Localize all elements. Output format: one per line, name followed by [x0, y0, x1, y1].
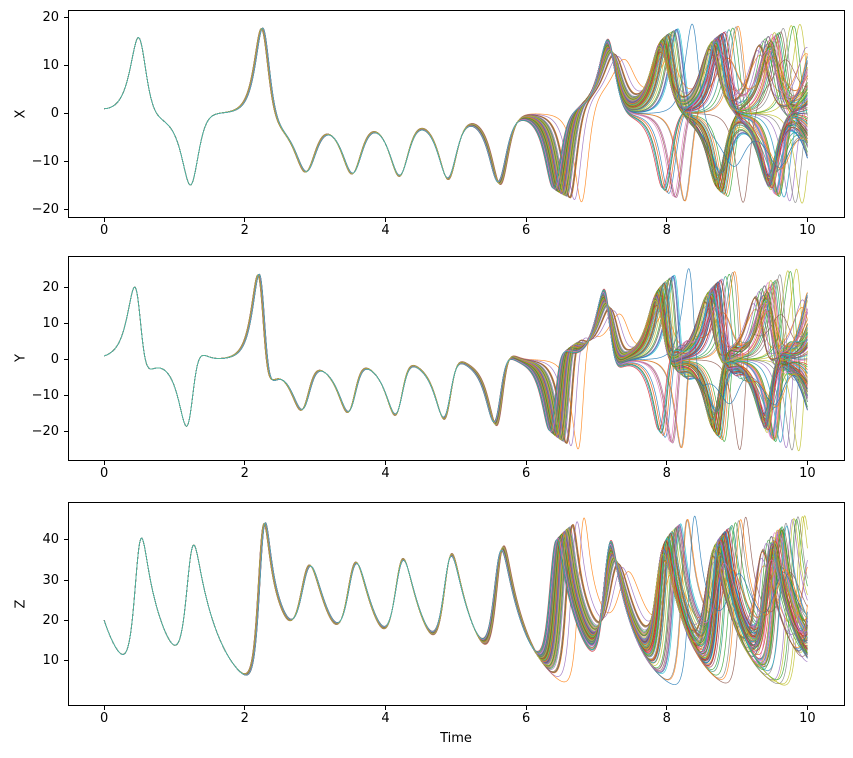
y-tick-label: −20: [31, 202, 59, 218]
x-tick-label: 4: [381, 711, 390, 726]
y-tick-label: −20: [31, 424, 59, 440]
x-tick-mark: [525, 218, 527, 222]
x-tick-mark: [806, 461, 808, 465]
trajectories-canvas-x: [69, 11, 844, 217]
y-tick-mark: [64, 660, 68, 662]
x-tick-mark: [525, 706, 527, 710]
y-tick-label: 30: [42, 572, 59, 588]
trajectories-canvas-z: [69, 503, 844, 705]
x-tick-label: 0: [100, 466, 109, 481]
y-tick-mark: [64, 287, 68, 289]
trajectories-canvas-y: [69, 257, 844, 460]
y-tick-label: 20: [42, 9, 59, 25]
y-tick-mark: [64, 64, 68, 66]
y-tick-mark: [64, 431, 68, 433]
y-tick-mark: [64, 113, 68, 115]
y-tick-mark: [64, 539, 68, 541]
x-tick-mark: [666, 706, 668, 710]
y-tick-mark: [64, 161, 68, 163]
x-tick-label: 2: [240, 466, 249, 481]
x-tick-label: 4: [381, 223, 390, 238]
y-tick-label: 40: [42, 532, 59, 548]
x-axis-label: Time: [440, 731, 472, 746]
x-tick-label: 2: [240, 711, 249, 726]
subplot-z: [68, 502, 845, 706]
x-tick-label: 6: [521, 466, 531, 481]
y-tick-mark: [64, 619, 68, 621]
y-tick-mark: [64, 209, 68, 211]
y-tick-mark: [64, 16, 68, 18]
x-tick-label: 6: [521, 223, 531, 238]
x-tick-label: 8: [662, 466, 671, 481]
x-tick-mark: [103, 218, 105, 222]
x-tick-label: 0: [100, 223, 109, 238]
y-tick-mark: [64, 579, 68, 581]
y-tick-label: 20: [42, 280, 59, 296]
y-tick-label: 10: [42, 57, 59, 73]
x-tick-mark: [244, 461, 246, 465]
y-tick-label: 20: [42, 612, 59, 628]
x-tick-mark: [244, 218, 246, 222]
y-tick-label: 10: [42, 316, 59, 332]
x-tick-label: 8: [662, 711, 671, 726]
x-tick-mark: [666, 461, 668, 465]
y-tick-label: 0: [50, 106, 59, 122]
x-tick-label: 10: [799, 711, 816, 726]
x-tick-mark: [103, 706, 105, 710]
y-tick-label: −10: [31, 154, 59, 170]
x-tick-label: 8: [662, 223, 671, 238]
y-tick-mark: [64, 395, 68, 397]
subplot-y: [68, 256, 845, 461]
x-tick-mark: [806, 706, 808, 710]
x-tick-label: 4: [381, 466, 390, 481]
x-tick-mark: [384, 461, 386, 465]
y-tick-mark: [64, 359, 68, 361]
x-tick-mark: [525, 461, 527, 465]
x-tick-mark: [384, 706, 386, 710]
x-tick-mark: [806, 218, 808, 222]
subplot-x: [68, 10, 845, 218]
x-tick-label: 10: [799, 223, 816, 238]
x-tick-label: 10: [799, 466, 816, 481]
y-tick-label: −10: [31, 388, 59, 404]
y-tick-mark: [64, 323, 68, 325]
x-tick-mark: [384, 218, 386, 222]
y-tick-label: 10: [42, 653, 59, 669]
y-axis-label-z: Z: [13, 599, 29, 609]
x-tick-mark: [666, 218, 668, 222]
x-tick-label: 6: [521, 711, 531, 726]
x-tick-label: 0: [100, 711, 109, 726]
x-tick-mark: [244, 706, 246, 710]
x-tick-mark: [103, 461, 105, 465]
x-tick-label: 2: [240, 223, 249, 238]
y-tick-label: 0: [50, 352, 59, 368]
